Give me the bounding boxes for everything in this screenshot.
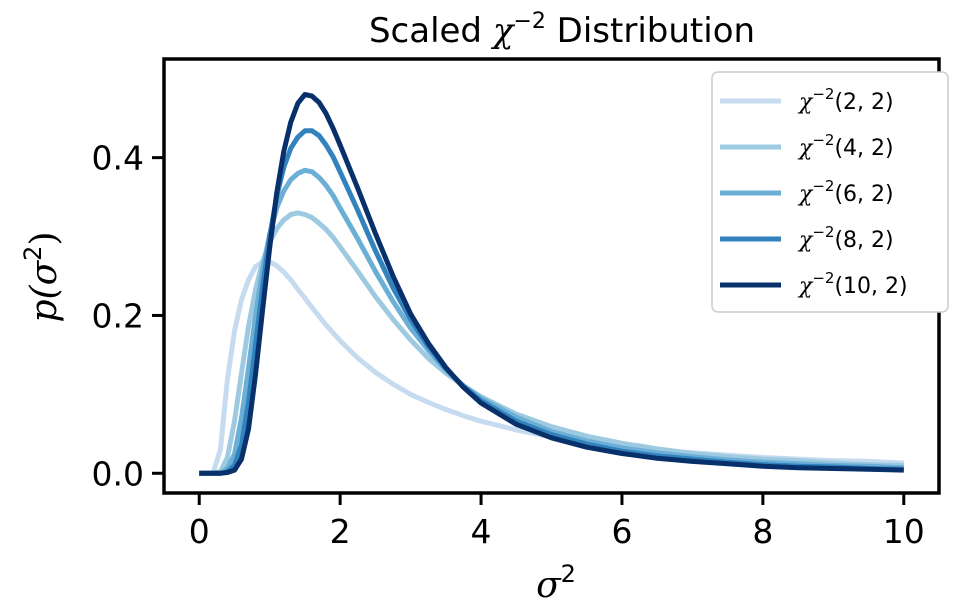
x-axis-label: σ2 bbox=[536, 560, 576, 606]
series-line-3 bbox=[199, 167, 904, 476]
chart-title-exp: −2 bbox=[513, 9, 545, 34]
chart-title: Scaled χ−2 Distribution bbox=[369, 9, 755, 51]
x-tick-label: 2 bbox=[330, 512, 351, 551]
y-axis-label: p(σ2) bbox=[19, 232, 65, 323]
x-tick-label: 10 bbox=[883, 512, 925, 551]
chart-title-chi: χ bbox=[491, 11, 516, 51]
y-axis-label-base: p(σ bbox=[24, 259, 65, 322]
x-tick-label: 0 bbox=[189, 512, 210, 551]
legend-box bbox=[711, 71, 949, 313]
series-line-2 bbox=[199, 210, 904, 476]
x-tick-label: 6 bbox=[611, 512, 632, 551]
y-tick-label: 0.4 bbox=[92, 139, 144, 178]
legend-label-1: χ−2(2, 2) bbox=[797, 85, 894, 115]
y-tick-label: 0.0 bbox=[92, 454, 144, 493]
chart-title-rest: Distribution bbox=[546, 11, 755, 51]
legend-label-5: χ−2(10, 2) bbox=[797, 269, 908, 299]
y-axis-label-close: ) bbox=[24, 232, 65, 246]
y-axis-label-sup: 2 bbox=[19, 246, 47, 261]
y-tick-label: 0.2 bbox=[92, 296, 144, 335]
x-tick-label: 4 bbox=[471, 512, 492, 551]
series-layer bbox=[199, 92, 904, 476]
series-line-5 bbox=[199, 92, 904, 476]
legend-items: χ−2(2, 2) χ−2(4, 2) χ−2(6, 2) χ−2(8, 2) χ−2(… bbox=[720, 85, 908, 299]
x-tick-label: 8 bbox=[752, 512, 773, 551]
legend-label-4: χ−2(8, 2) bbox=[797, 223, 894, 253]
chart-title-main: Scaled bbox=[369, 11, 493, 51]
legend: χ−2(2, 2) χ−2(4, 2) χ−2(6, 2) χ−2(8, 2) χ−2(… bbox=[711, 71, 949, 313]
x-axis-label-sup: 2 bbox=[561, 560, 576, 588]
x-axis-label-base: σ bbox=[536, 565, 562, 606]
y-axis-ticks: 0.0 0.2 0.4 bbox=[92, 139, 164, 493]
legend-label-2: χ−2(4, 2) bbox=[797, 131, 894, 161]
legend-label-3: χ−2(6, 2) bbox=[797, 177, 894, 207]
x-axis-ticks: 0 2 4 6 8 10 bbox=[189, 493, 925, 551]
